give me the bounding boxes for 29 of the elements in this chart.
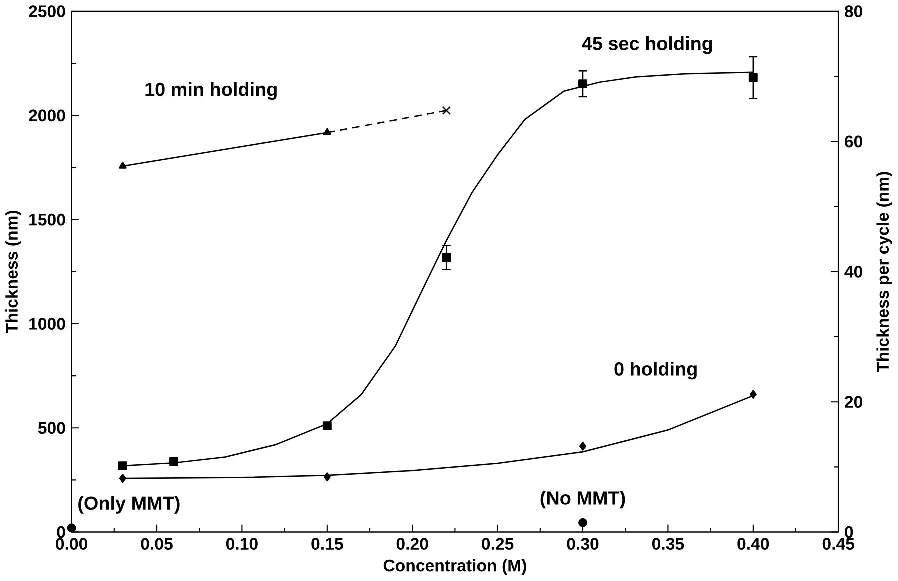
x-tick-label: 0.00 (56, 538, 88, 550)
text: 10 min holding (146, 82, 277, 100)
x-tick-label: 0.40 (738, 538, 770, 550)
y2-tick-label: 20 (845, 396, 862, 408)
x-tick-label: 0.05 (141, 538, 173, 550)
x-tick-label: 0.10 (226, 538, 258, 550)
y2-tick-label: 60 (845, 136, 862, 148)
x-tick-label: 0.45 (822, 538, 855, 550)
y-tick-label: 500 (38, 422, 66, 434)
x-tick-label: 0.15 (312, 538, 344, 550)
y2-tick-label: 0 (845, 526, 854, 538)
y-tick-label: 2500 (29, 6, 66, 18)
data-label: (No MMT) (540, 491, 626, 509)
x-axis-title: Concentration (M) (384, 560, 526, 576)
y-tick-label: 1500 (30, 214, 66, 226)
data-label: (Only MMT) (78, 496, 180, 514)
y-axis-title: Thickness (nm) (6, 211, 22, 334)
y2-axis-title: Thickness per cycle (nm) (876, 172, 892, 372)
x-tick-label: 0.30 (567, 538, 599, 550)
y-tick-label: 0 (57, 526, 66, 538)
x-tick-label: 0.25 (482, 538, 514, 550)
series-label: 45 sec holding (582, 36, 712, 54)
text: 0 holding (614, 362, 697, 380)
y-tick-label: 2000 (29, 110, 66, 122)
x-tick-label: 0.35 (652, 538, 684, 550)
y2-tick-label: 80 (844, 6, 862, 18)
y-tick-label: 1000 (30, 318, 66, 330)
y2-tick-label: 40 (844, 266, 862, 278)
x-tick-label: 0.20 (396, 538, 428, 550)
